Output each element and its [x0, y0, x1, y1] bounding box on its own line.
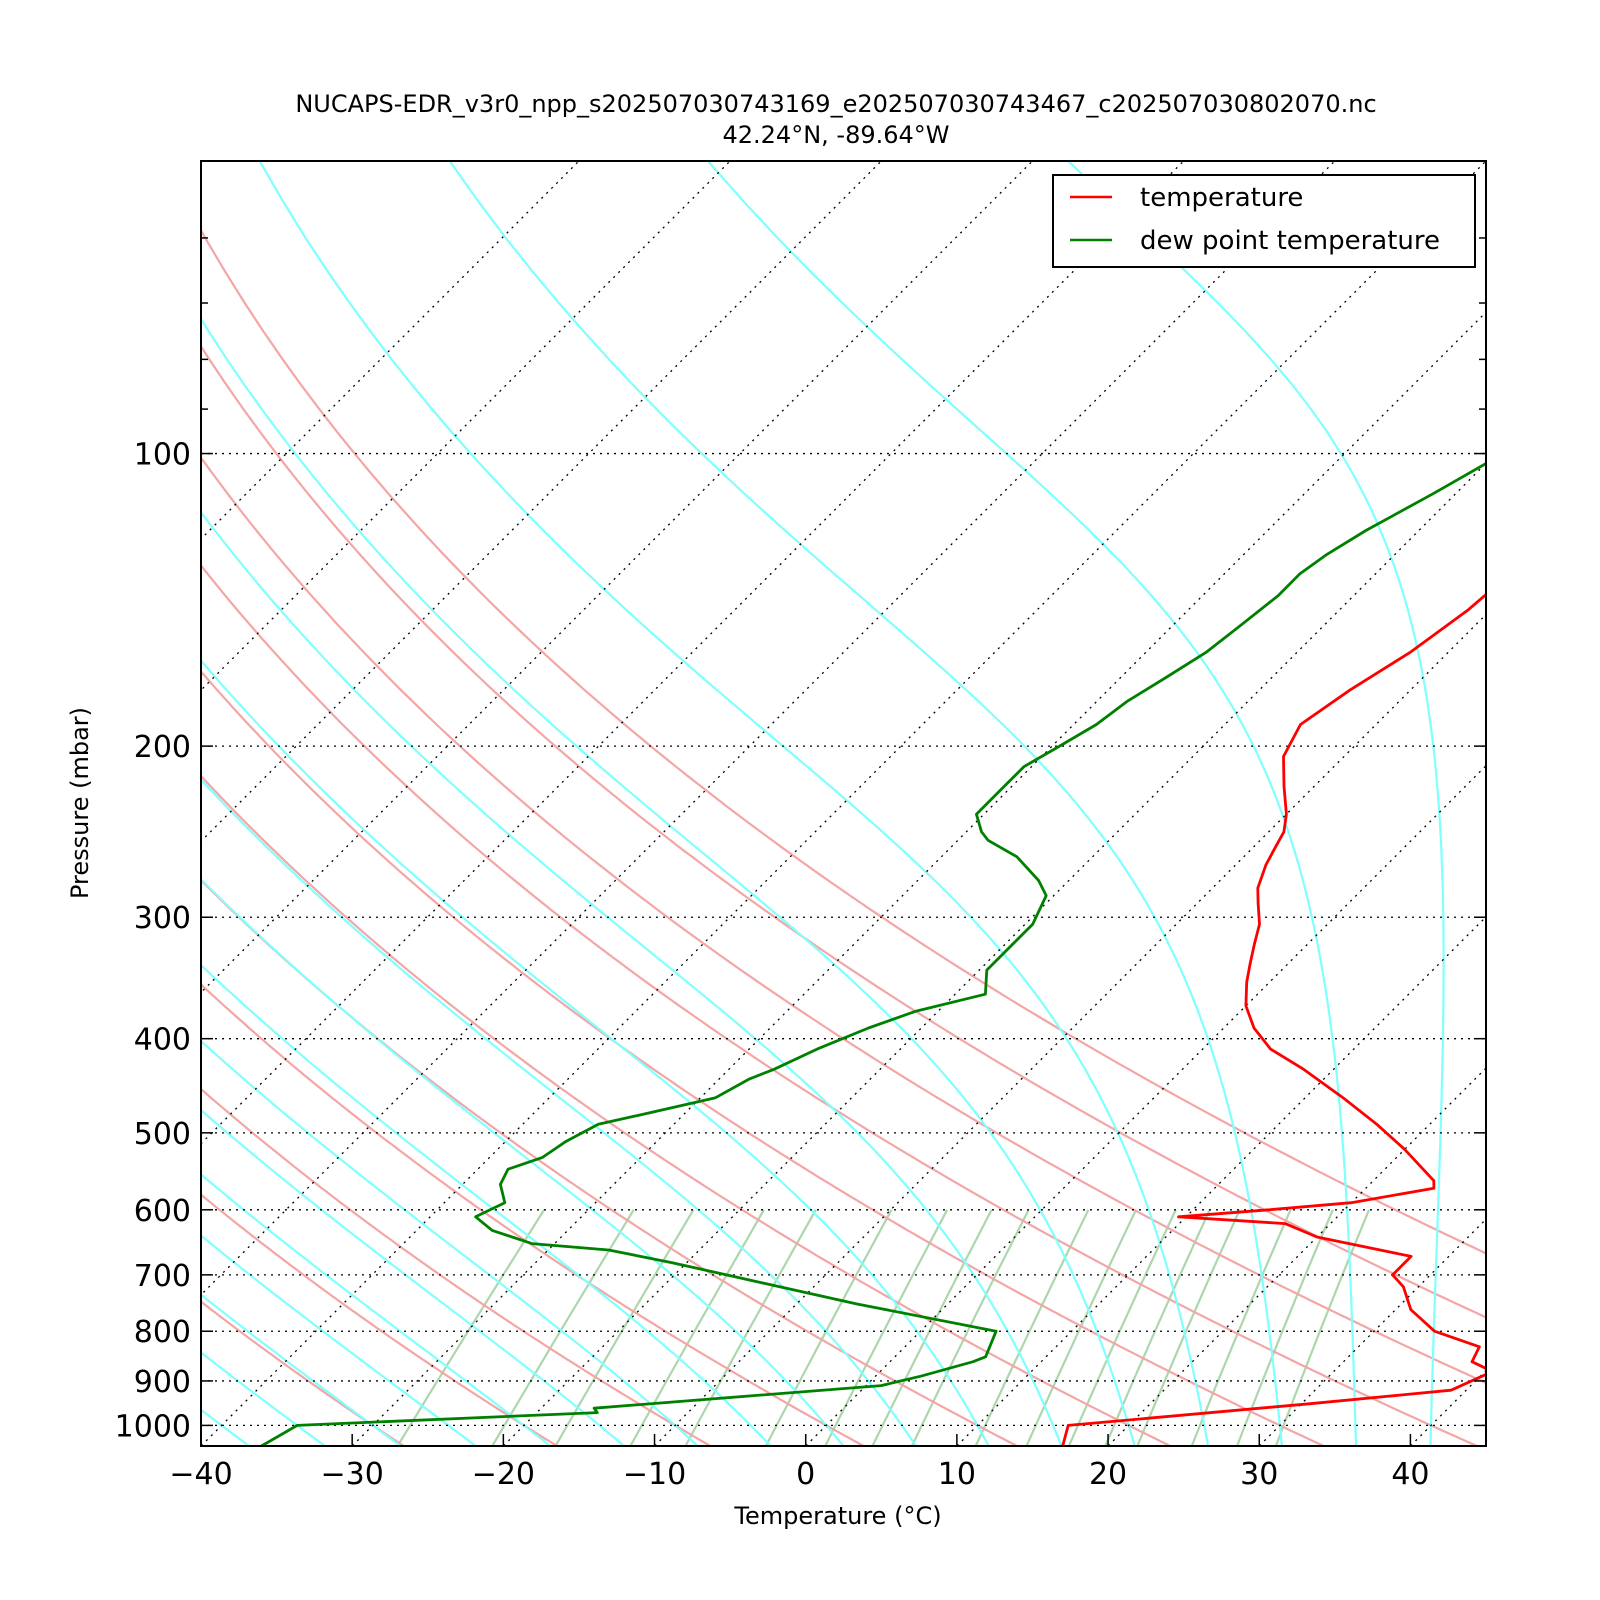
- mixing-ratio-line-4: [684, 1209, 817, 1446]
- isotherm-5: [201, 161, 1336, 1296]
- moist-adiabat-1: [201, 1351, 327, 1446]
- moist-adiabat-14: [448, 161, 1284, 1446]
- dry-adiabat-10: [201, 228, 1486, 1255]
- x-tick-label-7: 30: [1240, 1457, 1278, 1492]
- legend-box: [1052, 174, 1476, 268]
- legend-temperature-label: temperature: [1140, 183, 1303, 213]
- moist-adiabat-15: [706, 161, 1358, 1446]
- isotherm-6: [201, 161, 1486, 1446]
- x-tick-label-5: 10: [938, 1457, 976, 1492]
- y-tick-label-5: 600: [134, 1194, 191, 1229]
- y-tick-label-0: 100: [134, 438, 191, 473]
- dry-adiabat-4: [201, 878, 1020, 1446]
- isotherm-13: [1258, 1218, 1486, 1446]
- data-series: [260, 461, 1486, 1446]
- mixing-ratio-line-8: [910, 1209, 1030, 1446]
- y-tick-label-8: 900: [134, 1365, 191, 1400]
- isotherm-lines: [201, 161, 1486, 1446]
- y-tick-label-2: 300: [134, 901, 191, 936]
- chart-title: NUCAPS-EDR_v3r0_npp_s202507030743169_e20…: [295, 90, 1376, 118]
- x-tick-label-2: −20: [472, 1457, 535, 1492]
- dry-adiabat-0: [201, 1300, 406, 1446]
- isotherm-10: [804, 764, 1486, 1446]
- moist-adiabat-2: [201, 1293, 403, 1446]
- mixing-ratio-line-3: [629, 1209, 765, 1446]
- mixing-ratio-line-0: [396, 1209, 546, 1446]
- mixing-ratio-line-7: [871, 1209, 993, 1446]
- mixing-ratio-lines: [396, 1209, 1371, 1446]
- mixing-ratio-line-1: [491, 1209, 635, 1446]
- moist-adiabat-5: [201, 1108, 626, 1446]
- moist-adiabat-10: [201, 658, 990, 1446]
- dry-adiabat-6: [201, 669, 1327, 1446]
- moist-adiabat-11: [201, 510, 1063, 1446]
- y-tick-label-3: 400: [134, 1023, 191, 1058]
- dry-adiabat-1: [201, 1193, 560, 1446]
- y-axis-label: Pressure (mbar): [66, 707, 94, 899]
- legend: temperature dew point temperature: [1052, 174, 1476, 268]
- mixing-ratio-line-10: [1025, 1209, 1137, 1446]
- mixing-ratio-line-12: [1104, 1209, 1211, 1446]
- y-tick-label-7: 800: [134, 1315, 191, 1350]
- dry-adiabat-3: [201, 982, 867, 1446]
- series-line-0: [1061, 592, 1486, 1446]
- y-tick-label-9: 1000: [115, 1409, 191, 1444]
- x-tick-labels: −40 −30 −20 −10 0 10 20 30 40: [169, 1457, 1429, 1492]
- x-tick-label-0: −40: [169, 1457, 232, 1492]
- mixing-ratio-line-2: [554, 1209, 695, 1446]
- background-lines: [201, 161, 1486, 1446]
- moist-adiabat-4: [201, 1173, 552, 1446]
- moist-adiabat-13: [258, 161, 1210, 1446]
- dry-adiabat-7: [201, 563, 1480, 1446]
- x-tick-label-4: 0: [796, 1457, 815, 1492]
- isotherm-11: [955, 915, 1486, 1446]
- plot-frame: [200, 160, 1487, 1447]
- legend-dewpoint-label: dew point temperature: [1140, 226, 1440, 256]
- dry-adiabat-2: [201, 1087, 713, 1446]
- series-line-1: [260, 461, 1486, 1446]
- x-tick-label-1: −30: [321, 1457, 384, 1492]
- isotherm-9: [653, 613, 1486, 1446]
- isotherm-12: [1107, 1067, 1486, 1446]
- y-tick-label-4: 500: [134, 1117, 191, 1152]
- dry-adiabat-9: [201, 344, 1486, 1319]
- x-tick-label-3: −10: [623, 1457, 686, 1492]
- y-tick-label-6: 700: [134, 1259, 191, 1294]
- isotherm-7: [351, 311, 1486, 1446]
- x-tick-label-6: 20: [1089, 1457, 1127, 1492]
- dry-adiabat-lines: [201, 228, 1486, 1446]
- y-tick-labels: 100 200 300 400 500 600 700 800 900 1000: [115, 438, 191, 1445]
- mixing-ratio-line-14: [1190, 1209, 1292, 1446]
- dry-adiabat-8: [201, 455, 1486, 1385]
- moist-adiabat-7: [201, 963, 773, 1446]
- moist-adiabat-6: [201, 1039, 700, 1446]
- x-axis-label: Temperature (°C): [733, 1502, 941, 1530]
- y-tick-label-1: 200: [134, 730, 191, 765]
- x-tick-label-8: 40: [1391, 1457, 1429, 1492]
- isotherm-8: [502, 462, 1486, 1446]
- moist-adiabat-3: [201, 1234, 478, 1446]
- mixing-ratio-line-11: [1067, 1209, 1177, 1446]
- chart-subtitle: 42.24°N, -89.64°W: [722, 121, 949, 149]
- moist-adiabat-12: [201, 316, 1136, 1446]
- dry-adiabat-5: [201, 774, 1173, 1446]
- axis-ticks: [200, 160, 1486, 1446]
